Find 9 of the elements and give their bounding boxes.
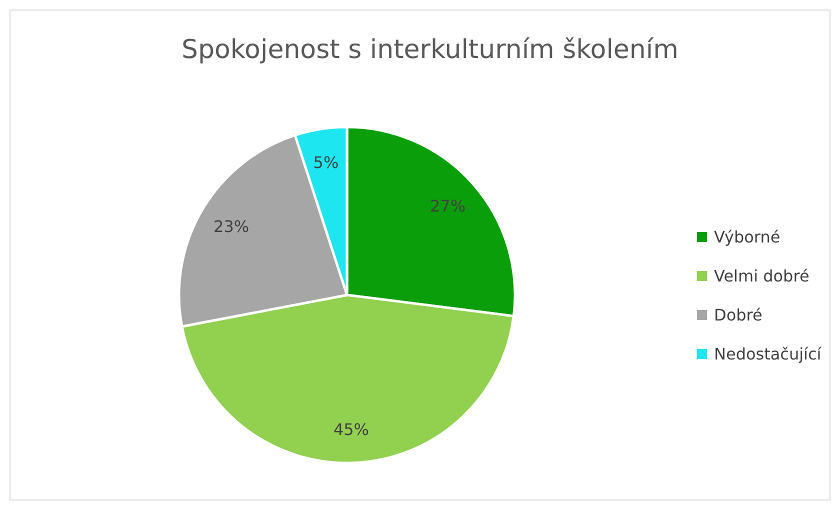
data-label: 45%	[333, 420, 370, 439]
chart-title: Spokojenost s interkulturním školením	[182, 35, 678, 65]
legend-label: Výborné	[714, 228, 780, 246]
legend-label: Nedostačující	[714, 344, 822, 364]
data-label: 27%	[430, 196, 466, 216]
legend-label: Dobré	[714, 306, 762, 324]
data-label: 23%	[214, 217, 250, 236]
legend-label: Velmi dobré	[714, 266, 810, 286]
data-label: 5%	[313, 152, 339, 172]
